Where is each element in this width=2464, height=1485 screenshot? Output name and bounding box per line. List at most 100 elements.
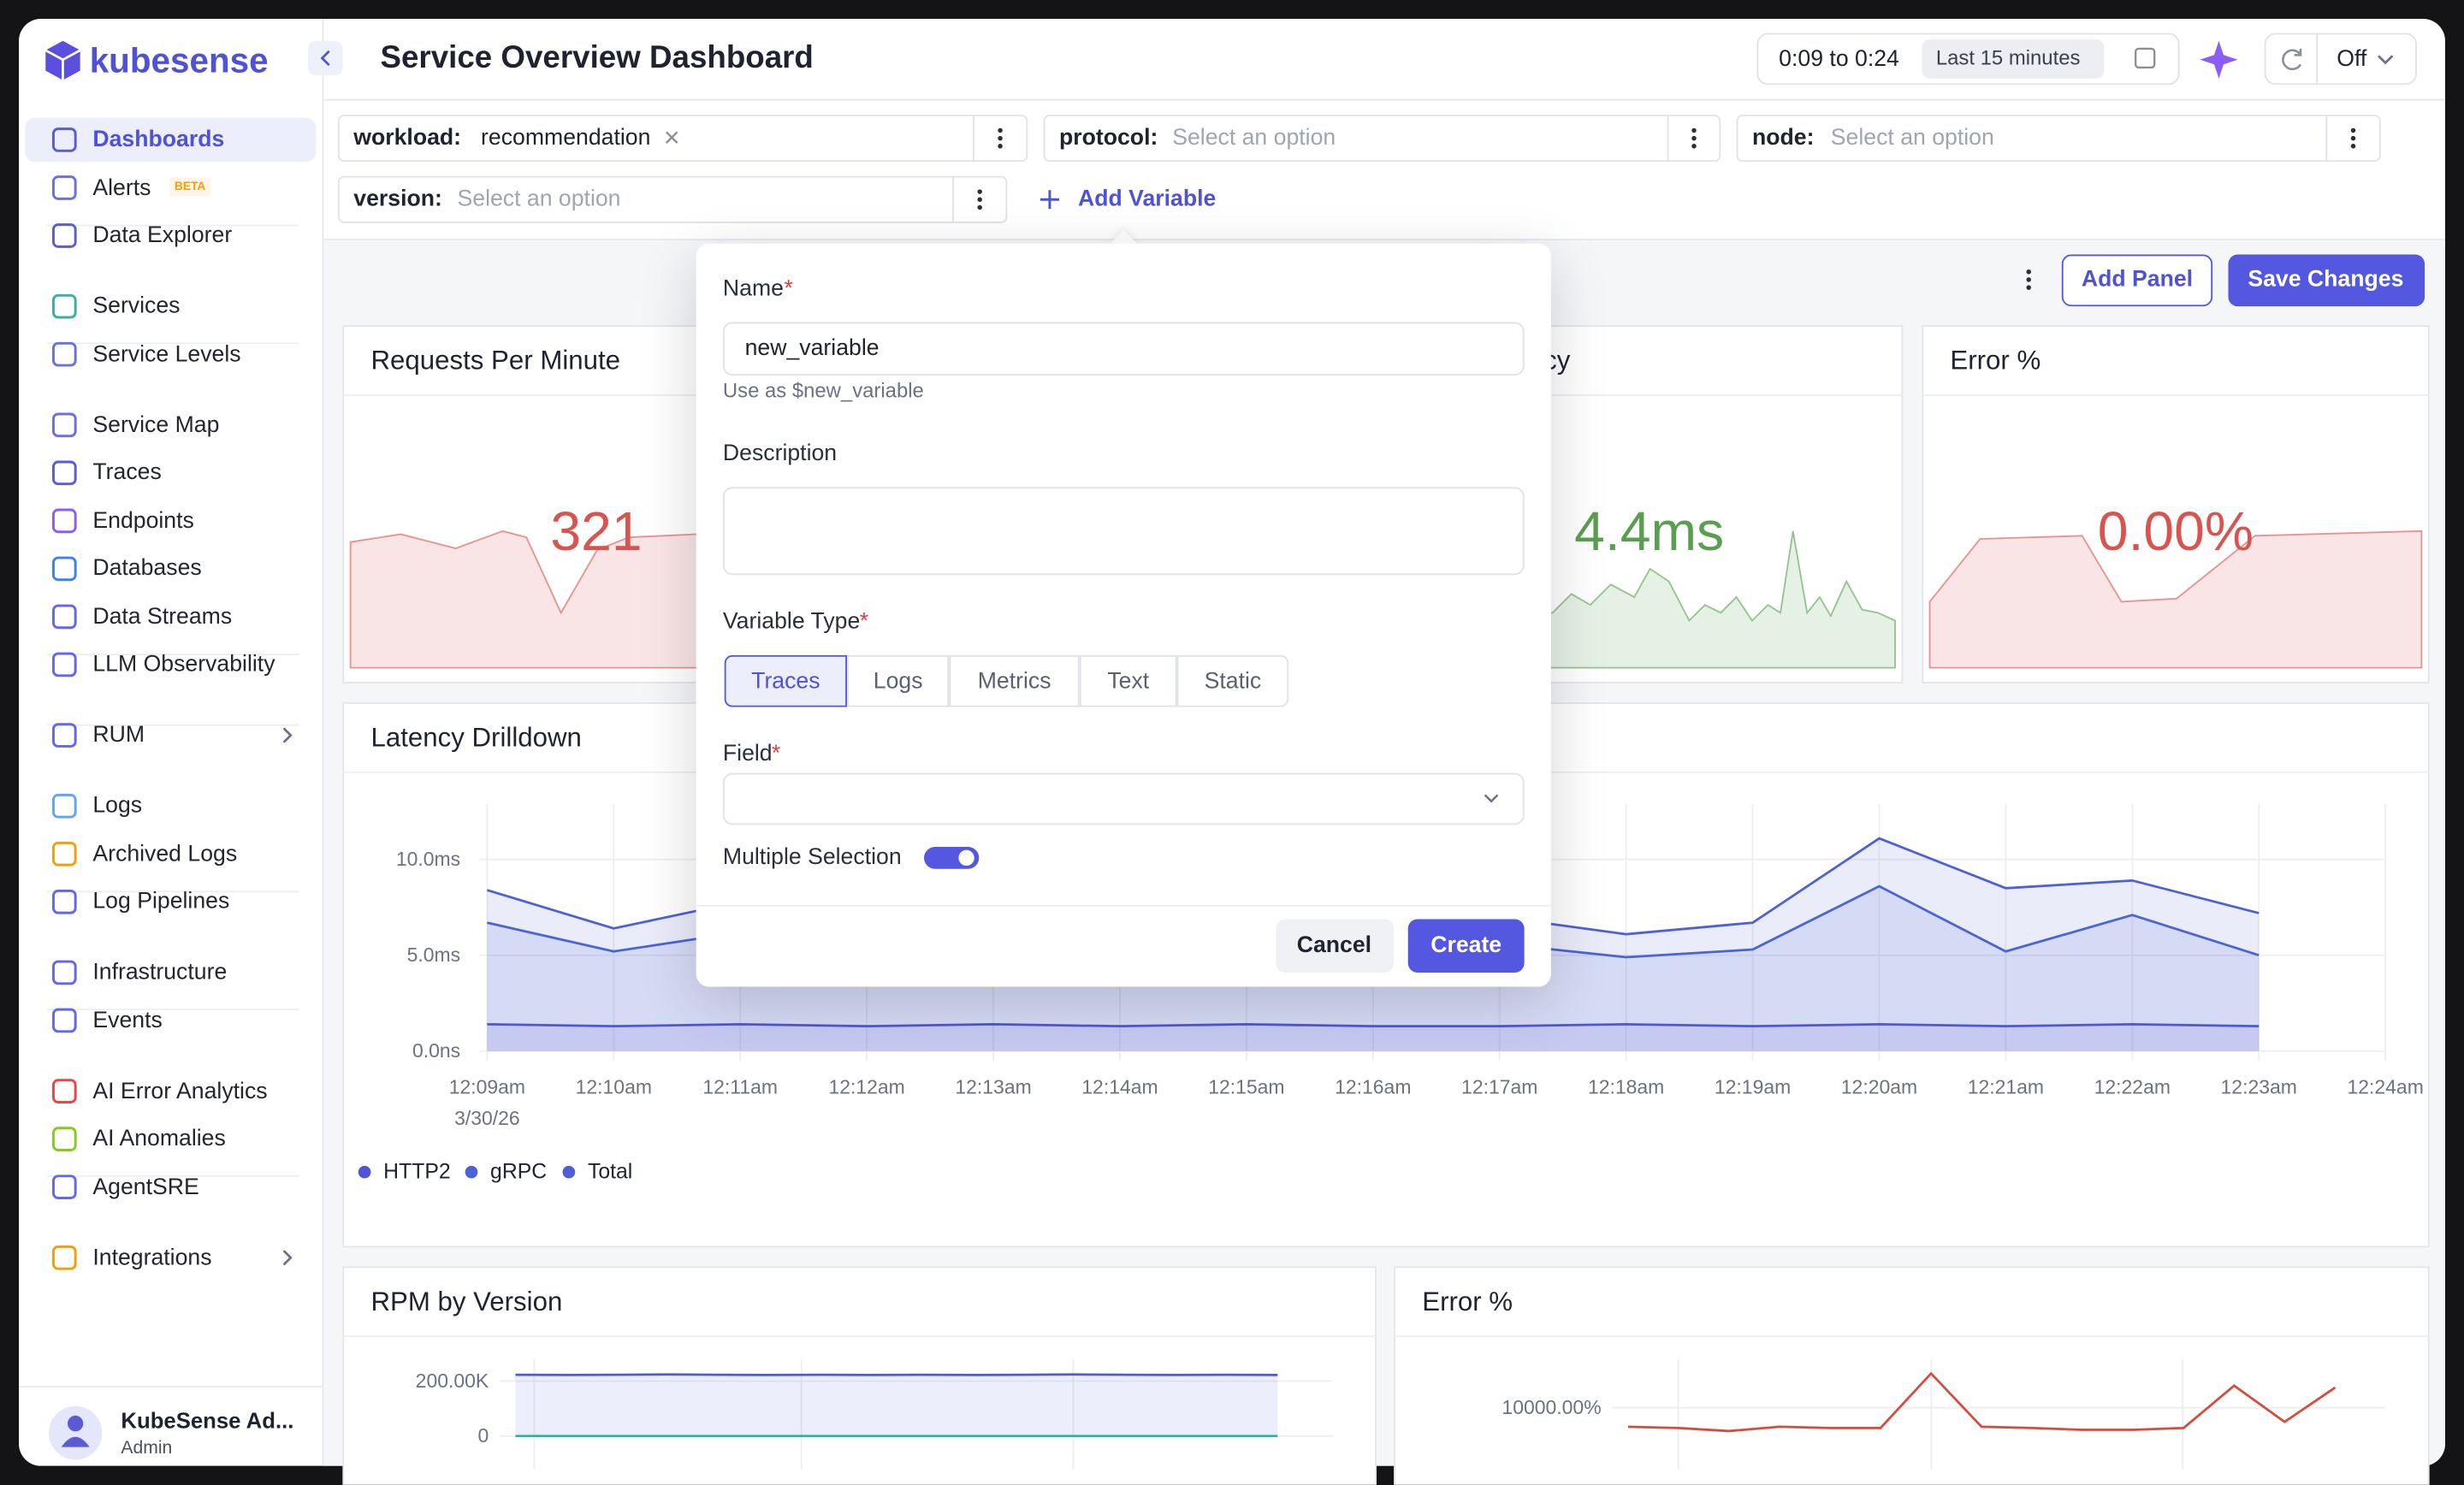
- sidebar-item[interactable]: Service Levels: [92, 341, 241, 367]
- type-tab[interactable]: [949, 654, 1080, 707]
- sidebar-icon: [51, 1008, 77, 1033]
- sidebar-icon: [51, 341, 77, 367]
- sidebar-item[interactable]: Services: [92, 293, 181, 319]
- sidebar-item[interactable]: LLM Observability: [92, 652, 275, 677]
- sidebar-icon: [51, 1127, 77, 1151]
- field-label: Variable Type: [722, 609, 861, 636]
- variable-name: protocol:: [1058, 125, 1158, 151]
- sidebar-item[interactable]: AgentSRE: [92, 1174, 199, 1200]
- variable-name: version:: [353, 186, 442, 212]
- sidebar-badge: BETA: [169, 176, 210, 196]
- stat-value: 0.00%: [2097, 500, 2254, 563]
- sidebar-icon: [51, 293, 77, 319]
- y-tick-label: 200.00K: [415, 1370, 489, 1393]
- add-panel-label[interactable]: Add Panel: [2081, 267, 2194, 293]
- save-label[interactable]: Save Changes: [2248, 267, 2404, 293]
- type-tab-label[interactable]: Traces: [751, 669, 820, 695]
- required-mark: *: [771, 741, 781, 767]
- type-tab-label[interactable]: Text: [1107, 669, 1150, 695]
- kebab-dot: [1691, 144, 1697, 149]
- create-button[interactable]: [1407, 919, 1525, 973]
- variable-box[interactable]: [337, 175, 1008, 223]
- panel-header-divider: [1394, 1335, 2430, 1338]
- x-tick-label: 12:20am: [1840, 1076, 1918, 1098]
- type-tab[interactable]: [847, 654, 950, 707]
- type-tab-label[interactable]: Logs: [873, 669, 923, 695]
- kebab-dot: [998, 144, 1003, 149]
- field-select[interactable]: [722, 772, 1525, 825]
- panel-header-divider: [1395, 394, 1904, 396]
- sidebar-item[interactable]: Data Explorer: [92, 222, 233, 249]
- sidebar-item[interactable]: Log Pipelines: [92, 889, 230, 914]
- kebab-dot: [2026, 269, 2031, 275]
- sidebar-item[interactable]: Traces: [92, 460, 162, 486]
- panel-header-divider: [1922, 394, 2430, 396]
- sidebar-item[interactable]: Infrastructure: [92, 960, 228, 985]
- type-tab[interactable]: [1079, 654, 1177, 707]
- variable-placeholder: Select an option: [457, 186, 621, 212]
- legend-swatch: [465, 1165, 478, 1179]
- header-divider: [323, 98, 2445, 101]
- sidebar-item[interactable]: Logs: [92, 793, 143, 819]
- legend-label: gRPC: [490, 1159, 548, 1184]
- sidebar-item[interactable]: Data Streams: [92, 604, 233, 630]
- variables-divider: [323, 239, 2445, 241]
- sidebar-item[interactable]: AI Anomalies: [92, 1126, 226, 1152]
- sidebar-item[interactable]: AI Error Analytics: [92, 1078, 268, 1104]
- sidebar-item[interactable]: Archived Logs: [92, 841, 238, 867]
- add-panel-button[interactable]: [2061, 254, 2213, 307]
- sidebar-icon: [51, 460, 77, 486]
- x-tick-label: 12:11am: [702, 1076, 779, 1098]
- sidebar-item[interactable]: Events: [92, 1008, 163, 1033]
- save-button[interactable]: [2228, 254, 2426, 307]
- quick-range-pill: [1922, 38, 2105, 79]
- sidebar-icon: [51, 556, 77, 582]
- cancel-button[interactable]: [1276, 919, 1395, 973]
- variable-box[interactable]: [337, 115, 1028, 163]
- y-tick-label: 10.0ms: [395, 848, 461, 871]
- sidebar-item[interactable]: Integrations: [92, 1245, 212, 1271]
- x-tick-label: 12:21am: [1967, 1076, 2045, 1098]
- type-tab-label[interactable]: Metrics: [977, 669, 1051, 695]
- required-mark: *: [859, 609, 869, 636]
- sidebar-item[interactable]: RUM: [92, 722, 145, 748]
- sidebar-item[interactable]: Service Map: [92, 412, 220, 438]
- panel: [1394, 1266, 2430, 1485]
- sidebar-icon: [51, 960, 77, 985]
- refresh-divider: [2316, 34, 2319, 84]
- collapse-button[interactable]: [308, 40, 343, 76]
- description-input[interactable]: [722, 487, 1525, 576]
- modal-footer-divider: [696, 904, 1551, 907]
- variable-modal: [696, 243, 1551, 987]
- sidebar-item[interactable]: Endpoints: [92, 508, 194, 534]
- sidebar-item[interactable]: Dashboards: [92, 127, 225, 153]
- sidebar-icon: [51, 604, 77, 630]
- refresh-icon: [2282, 48, 2302, 71]
- avatar-body: [61, 1436, 90, 1447]
- kebab-dot: [2350, 144, 2356, 149]
- x-tick-label: 12:18am: [1587, 1076, 1665, 1098]
- legend-swatch: [562, 1165, 576, 1179]
- multiple-label: Multiple Selection: [722, 845, 902, 871]
- type-tab-label[interactable]: Static: [1204, 669, 1262, 695]
- sidebar-separator: [47, 653, 299, 655]
- sidebar-icon: [51, 127, 77, 152]
- add-variable[interactable]: Add Variable: [1078, 186, 1217, 212]
- toggle-knob: [958, 849, 974, 867]
- cancel-label[interactable]: Cancel: [1296, 933, 1372, 959]
- sidebar-item[interactable]: Databases: [92, 556, 202, 582]
- variable-divider: [972, 115, 974, 163]
- name-input[interactable]: [722, 322, 1525, 376]
- sidebar-item[interactable]: Alerts: [92, 175, 151, 201]
- variable-box[interactable]: [1736, 115, 2381, 163]
- x-tick-label: 12:12am: [828, 1076, 905, 1098]
- refresh-control[interactable]: [2264, 33, 2417, 86]
- variable-box[interactable]: [1043, 115, 1721, 163]
- sidebar-icon: [51, 652, 77, 677]
- panel-header-divider: [342, 1335, 1377, 1338]
- type-tab[interactable]: [1176, 654, 1289, 707]
- create-label[interactable]: Create: [1430, 933, 1502, 959]
- x-tick-label: 12:09am: [448, 1076, 526, 1098]
- type-tab[interactable]: [724, 654, 848, 707]
